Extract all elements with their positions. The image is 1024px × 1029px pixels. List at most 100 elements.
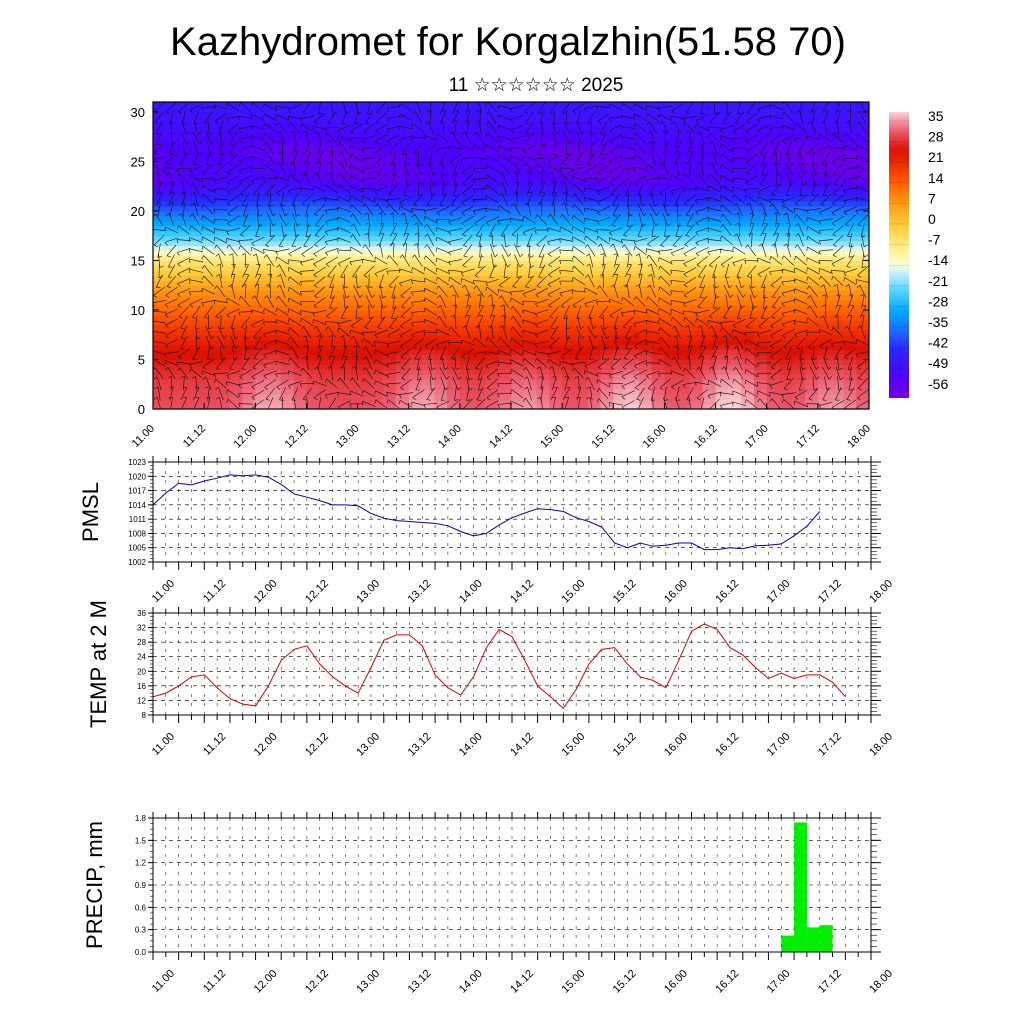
heatmap-cell: [498, 211, 511, 217]
heatmap-cell: [332, 340, 345, 346]
heatmap-cell: [294, 132, 307, 138]
heatmap-cell: [383, 359, 396, 365]
heatmap-cell: [805, 310, 818, 316]
heatmap-cell: [741, 295, 754, 301]
heatmap-cell: [281, 320, 294, 326]
heatmap-cell: [549, 112, 562, 118]
heatmap-cell: [639, 355, 652, 361]
heatmap-cell: [306, 216, 319, 222]
heatmap-cell: [447, 399, 460, 405]
heatmap-cell: [255, 275, 268, 281]
heatmap-cell: [473, 137, 486, 143]
heatmap-cell: [703, 102, 716, 108]
heatmap-cell: [473, 364, 486, 370]
heatmap-cell: [767, 335, 780, 341]
heatmap-cell: [792, 166, 805, 172]
heatmap-cell: [243, 102, 256, 108]
heatmap-cell: [422, 379, 435, 385]
heatmap-cell: [422, 374, 435, 380]
heatmap-cell: [588, 171, 601, 177]
heatmap-cell: [575, 359, 588, 365]
heatmap-cell: [473, 201, 486, 207]
heatmap-cell: [652, 191, 665, 197]
heatmap-cell: [422, 350, 435, 356]
heatmap-cell: [754, 369, 767, 375]
heatmap-cell: [447, 300, 460, 306]
heatmap-cell: [792, 132, 805, 138]
heatmap-cell: [652, 132, 665, 138]
heatmap-cell: [255, 216, 268, 222]
heatmap-cell: [498, 379, 511, 385]
heatmap-cell: [639, 389, 652, 395]
heatmap-cell: [537, 147, 550, 153]
heatmap-cell: [485, 152, 498, 158]
heatmap-cell: [409, 270, 422, 276]
heatmap-cell: [831, 256, 844, 262]
heatmap-cell: [664, 285, 677, 291]
heatmap-cell: [294, 285, 307, 291]
heatmap-cell: [153, 285, 166, 291]
heatmap-cell: [409, 295, 422, 301]
heatmap-cell: [575, 211, 588, 217]
heatmap-cell: [166, 260, 179, 266]
heatmap-cell: [306, 374, 319, 380]
heatmap-cell: [447, 379, 460, 385]
heatmap-cell: [831, 320, 844, 326]
heatmap-cell: [818, 389, 831, 395]
heatmap-cell: [485, 176, 498, 182]
heatmap-cell: [166, 102, 179, 108]
heatmap-cell: [396, 156, 409, 162]
heatmap-cell: [345, 137, 358, 143]
heatmap-cell: [601, 265, 614, 271]
heatmap-cell: [409, 300, 422, 306]
heatmap-cell: [856, 216, 869, 222]
heatmap-cell: [166, 285, 179, 291]
heatmap-cell: [741, 191, 754, 197]
heatmap-cell: [677, 379, 690, 385]
heatmap-cell: [792, 369, 805, 375]
heatmap-cell: [383, 310, 396, 316]
heatmap-cell: [243, 265, 256, 271]
heatmap-cell: [204, 231, 217, 237]
heatmap-cell: [818, 300, 831, 306]
heatmap-cell: [549, 379, 562, 385]
heatmap-cell: [549, 161, 562, 167]
heatmap-cell: [255, 152, 268, 158]
heatmap-cell: [601, 379, 614, 385]
heatmap-cell: [780, 147, 793, 153]
heatmap-cell: [805, 350, 818, 356]
heatmap-cell: [370, 369, 383, 375]
heatmap-cell: [332, 166, 345, 172]
heatmap-cell: [255, 265, 268, 271]
heatmap-cell: [524, 300, 537, 306]
heatmap-cell: [754, 280, 767, 286]
heatmap-cell: [639, 364, 652, 370]
heatmap-cell: [639, 251, 652, 257]
heatmap-cell: [728, 320, 741, 326]
heatmap-cell: [728, 290, 741, 296]
heatmap-cell: [524, 305, 537, 311]
heatmap-cell: [204, 171, 217, 177]
heatmap-cell: [345, 359, 358, 365]
heatmap-cell: [153, 236, 166, 242]
heatmap-cell: [613, 310, 626, 316]
heatmap-cell: [396, 256, 409, 262]
heatmap-cell: [831, 191, 844, 197]
heatmap-cell: [460, 295, 473, 301]
heatmap-cell: [473, 127, 486, 133]
heatmap-cell: [792, 191, 805, 197]
heatmap-cell: [460, 275, 473, 281]
heatmap-cell: [332, 186, 345, 192]
heatmap-cell: [447, 127, 460, 133]
heatmap-cell: [728, 196, 741, 202]
heatmap-cell: [664, 156, 677, 162]
heatmap-cell: [613, 211, 626, 217]
heatmap-cell: [652, 171, 665, 177]
heatmap-cell: [741, 102, 754, 108]
heatmap-cell: [741, 117, 754, 123]
heatmap-cell: [805, 127, 818, 133]
heatmap-cell: [792, 350, 805, 356]
heatmap-cell: [664, 191, 677, 197]
heatmap-cell: [575, 379, 588, 385]
